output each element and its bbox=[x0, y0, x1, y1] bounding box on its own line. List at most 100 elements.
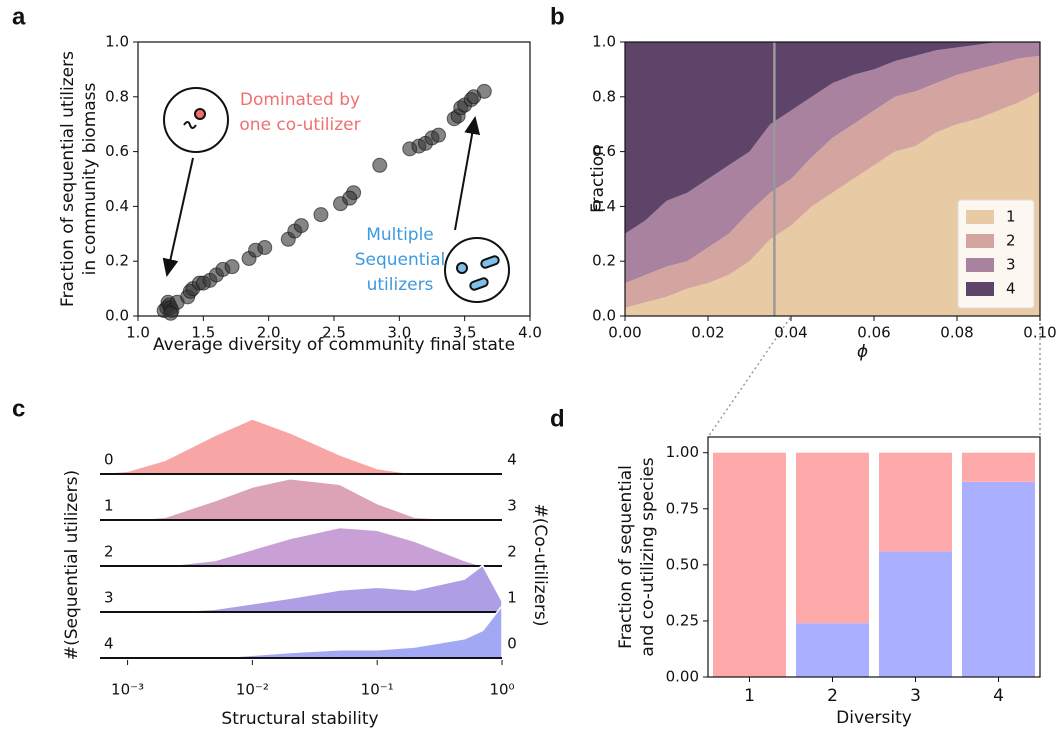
area bbox=[625, 42, 1040, 234]
point bbox=[293, 218, 309, 234]
bar bbox=[712, 452, 787, 677]
ridge-right-label: 1 bbox=[507, 589, 517, 607]
ridge bbox=[90, 526, 502, 567]
panel-letter: b bbox=[550, 3, 565, 30]
y-tick-label: 0.4 bbox=[592, 197, 616, 215]
y-axis-label: Fraction bbox=[588, 145, 608, 213]
area bbox=[625, 42, 1040, 284]
ridge bbox=[90, 477, 502, 521]
y-tick-label: 0.25 bbox=[666, 611, 699, 629]
y-axis-label: #(Sequential utilizers) bbox=[62, 470, 82, 660]
annotation: Dominated by bbox=[240, 90, 360, 110]
legend-label: 1 bbox=[1006, 208, 1016, 226]
point bbox=[431, 127, 447, 143]
x-tick-label: 10⁻³ bbox=[111, 681, 144, 699]
point bbox=[257, 240, 273, 255]
x-tick-label: 3.5 bbox=[453, 324, 477, 342]
legend-swatch bbox=[966, 234, 994, 248]
ridge-label: 1 bbox=[104, 497, 114, 515]
annotation: Sequential bbox=[355, 250, 446, 270]
x-tick-label: 10⁻¹ bbox=[361, 681, 394, 699]
panel-letter: c bbox=[12, 395, 25, 422]
bar bbox=[795, 623, 870, 677]
ridge bbox=[90, 603, 503, 659]
y2-axis-label: #(Co-utilizers) bbox=[530, 503, 550, 626]
legend-label: 3 bbox=[1006, 256, 1016, 274]
x-tick-label: 1.5 bbox=[191, 324, 215, 342]
x-tick-label: 4 bbox=[993, 686, 1004, 706]
annotation: Multiple bbox=[366, 225, 434, 245]
y-tick-label: 0.6 bbox=[592, 142, 616, 160]
point bbox=[342, 190, 358, 206]
panel-letter: d bbox=[550, 405, 565, 432]
x-tick-label: 10⁻² bbox=[236, 681, 269, 699]
legend-label: 2 bbox=[1006, 232, 1016, 250]
y-tick-label: 0.0 bbox=[592, 307, 616, 325]
y-tick-label: 0.0 bbox=[105, 307, 129, 325]
bar bbox=[961, 481, 1036, 677]
legend-label: 4 bbox=[1006, 280, 1016, 298]
ridge-right-label: 3 bbox=[507, 497, 517, 515]
y-tick-label: 0.50 bbox=[666, 555, 699, 573]
ridge-right-label: 2 bbox=[507, 543, 517, 561]
legend-swatch bbox=[966, 282, 994, 296]
x-tick-label: 2.0 bbox=[257, 324, 281, 342]
legend-swatch bbox=[966, 210, 994, 224]
x-tick-label: 0.08 bbox=[940, 324, 973, 342]
area bbox=[625, 55, 1040, 308]
x-axis-label: Structural stability bbox=[221, 709, 378, 729]
panel-letter: a bbox=[12, 3, 26, 30]
x-tick-label: 1.0 bbox=[126, 324, 150, 342]
x-axis-label: Diversity bbox=[836, 708, 912, 728]
y-tick-label: 1.0 bbox=[105, 33, 129, 51]
plot-frame bbox=[707, 436, 1041, 678]
y-tick-label: 0.00 bbox=[666, 668, 699, 686]
ridge bbox=[90, 564, 503, 613]
bar bbox=[878, 551, 953, 677]
ridge-label: 4 bbox=[104, 635, 114, 653]
ridge-right-label: 0 bbox=[507, 635, 517, 653]
y-tick-label: 0.6 bbox=[105, 142, 129, 160]
y-tick-label: 0.2 bbox=[592, 252, 616, 270]
x-tick-label: 0.06 bbox=[857, 324, 890, 342]
area bbox=[625, 91, 1040, 316]
y-tick-label: 0.8 bbox=[105, 87, 129, 105]
x-tick-label: 10⁰ bbox=[489, 681, 514, 699]
x-tick-label: 2.5 bbox=[322, 324, 346, 342]
ridge-label: 0 bbox=[104, 451, 114, 469]
legend-swatch bbox=[966, 258, 994, 272]
bar bbox=[795, 452, 870, 624]
bar bbox=[878, 452, 953, 552]
point bbox=[372, 157, 388, 173]
icons bbox=[162, 87, 510, 303]
y-tick-label: 0.8 bbox=[592, 87, 616, 105]
x-axis-label: ϕ bbox=[857, 342, 868, 362]
point bbox=[313, 207, 329, 223]
x-tick-label: 2 bbox=[827, 686, 838, 706]
point bbox=[163, 305, 179, 321]
x-tick-label: 4.0 bbox=[518, 324, 542, 342]
x-tick-label: 0.00 bbox=[608, 324, 641, 342]
y-axis-label: and co-utilizing species bbox=[638, 457, 658, 656]
zoom-lines bbox=[707, 317, 1041, 438]
annotation: utilizers bbox=[367, 275, 434, 295]
x-tick-label: 0.04 bbox=[774, 324, 807, 342]
ridge bbox=[89, 418, 502, 475]
plot-frame bbox=[624, 41, 1041, 317]
x-axis-label: Average diversity of community final sta… bbox=[153, 335, 515, 355]
x-tick-label: 3 bbox=[910, 686, 921, 706]
annotation: one co-utilizer bbox=[239, 115, 360, 135]
y-tick-label: 1.00 bbox=[666, 443, 699, 461]
bar bbox=[961, 452, 1036, 482]
x-tick-label: 0.02 bbox=[691, 324, 724, 342]
ridge-label: 2 bbox=[104, 543, 114, 561]
y-axis-label: Fraction of sequential utilizers bbox=[58, 51, 78, 307]
x-tick-label: 1 bbox=[744, 686, 755, 706]
y-tick-label: 0.4 bbox=[105, 197, 129, 215]
x-tick-label: 3.0 bbox=[387, 324, 411, 342]
point bbox=[224, 259, 240, 275]
legend-box bbox=[957, 199, 1035, 309]
y-axis-label: in community biomass bbox=[80, 82, 100, 275]
x-tick-label: 0.10 bbox=[1023, 324, 1056, 342]
